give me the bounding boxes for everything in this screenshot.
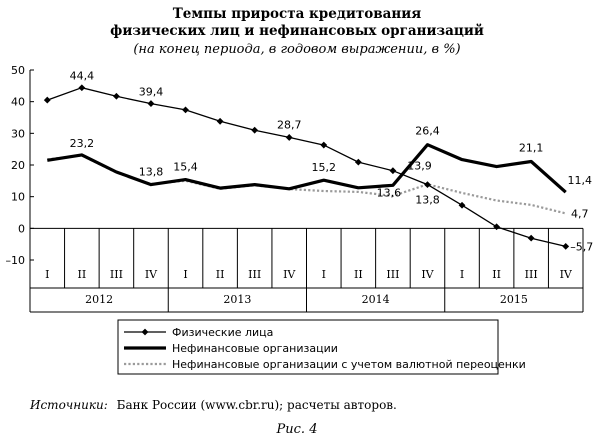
data-label: 13,9 — [407, 159, 432, 172]
quarter-label: IV — [560, 268, 573, 281]
data-label: 15,4 — [173, 161, 198, 174]
data-point — [216, 117, 224, 125]
data-point — [285, 134, 293, 141]
quarter-label: I — [322, 268, 326, 281]
year-label: 2015 — [500, 293, 528, 306]
quarter-label: I — [183, 268, 187, 281]
data-point — [78, 84, 86, 92]
quarter-label: I — [45, 268, 49, 281]
data-point — [354, 158, 362, 166]
legend-box — [117, 319, 499, 375]
legend-marker — [141, 328, 149, 336]
chart-title-line1: Темпы прироста кредитования — [173, 6, 421, 22]
data-label: 28,7 — [277, 118, 302, 131]
data-label: 26,4 — [415, 125, 440, 138]
data-label: 44,4 — [70, 70, 95, 83]
data-point — [562, 242, 570, 250]
quarter-label: III — [248, 268, 261, 281]
data-point — [113, 92, 120, 100]
data-labels: 44,4 39,4 28,7 13,8 –5,7 23,2 13,8 15,4 15,2 13,6… — [70, 70, 594, 254]
data-point — [43, 96, 51, 104]
data-point — [527, 234, 535, 242]
data-point — [493, 223, 500, 231]
y-tick-label: 10 — [11, 191, 25, 204]
year-label: 2014 — [362, 293, 390, 306]
quarter-label: II — [77, 268, 86, 281]
legend-label-2: Нефинансовые организации — [172, 342, 338, 355]
quarter-label: II — [354, 268, 363, 281]
y-tick-label: –10 — [6, 254, 26, 267]
data-point — [458, 201, 466, 209]
source-label: Источники: — [29, 398, 108, 412]
data-point — [251, 126, 259, 134]
year-label: 2012 — [85, 293, 113, 306]
year-label: 2013 — [223, 293, 251, 306]
legend: Физические лица Нефинансовые организации Н… — [117, 319, 526, 375]
series-line-2 — [47, 143, 567, 194]
data-point — [147, 100, 155, 107]
legend-label-1: Физические лица — [172, 326, 273, 339]
quarter-label: III — [386, 268, 399, 281]
series-line-1 — [47, 87, 566, 248]
quarter-label: IV — [421, 268, 434, 281]
quarter-label: II — [492, 268, 501, 281]
data-label: 13,6 — [377, 186, 402, 199]
quarter-label: IV — [145, 268, 158, 281]
data-point — [320, 141, 328, 149]
source-note: Источники: Банк России (www.cbr.ru); рас… — [29, 398, 397, 412]
y-tick-label: 0 — [18, 222, 25, 235]
quarter-label: IV — [283, 268, 296, 281]
data-label: 13,8 — [139, 166, 164, 179]
series-layer — [43, 84, 570, 250]
quarter-label: I — [460, 268, 464, 281]
chart-title-line2: физических лиц и нефинансовых организаци… — [110, 23, 484, 39]
data-label: 11,4 — [567, 174, 592, 187]
data-label: 15,2 — [312, 161, 337, 174]
chart-subtitle: (на конец периода, в годовом выражении, … — [133, 42, 460, 57]
y-tick-label: 20 — [11, 159, 25, 172]
data-point — [424, 181, 431, 189]
y-tick-label: 40 — [11, 96, 25, 109]
data-point — [182, 106, 189, 114]
quarter-label: III — [110, 268, 123, 281]
data-label: 21,1 — [519, 142, 544, 155]
quarter-label: II — [216, 268, 225, 281]
legend-label-3: Нефинансовые организации с учетом валютн… — [172, 358, 526, 371]
data-label: 39,4 — [139, 86, 164, 99]
y-tick-label: 30 — [11, 127, 25, 140]
data-label: –5,7 — [570, 240, 593, 253]
y-tick-label: 50 — [11, 64, 25, 77]
data-label: 4,7 — [571, 207, 589, 220]
quarter-label: III — [525, 268, 538, 281]
data-point — [389, 167, 397, 175]
data-label: 13,8 — [415, 194, 440, 207]
source-text: Банк России (www.cbr.ru); расчеты авторо… — [117, 398, 397, 412]
data-label: 23,2 — [70, 137, 95, 150]
figure-caption: Рис. 4 — [276, 422, 318, 437]
